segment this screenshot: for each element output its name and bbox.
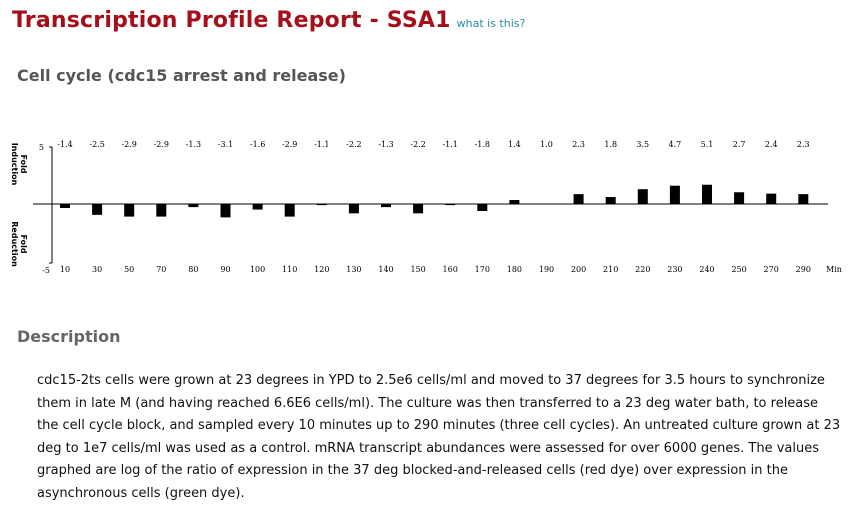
value-label: 2.7	[733, 140, 746, 149]
value-label: 5.1	[701, 140, 714, 149]
bar	[766, 193, 777, 204]
bar	[156, 204, 167, 217]
fold-induction-label: Fold Induction	[10, 143, 28, 186]
bar	[669, 185, 680, 204]
x-tick-label: 230	[667, 265, 682, 274]
y-axis-top-label: 5	[39, 143, 44, 152]
fold-induction-label-line2: Induction	[10, 143, 19, 186]
what-is-this-link[interactable]: what is this?	[456, 17, 526, 30]
x-tick-label: 70	[156, 265, 166, 274]
fold-reduction-label: Fold Reduction	[10, 221, 28, 267]
x-tick-label: 90	[220, 265, 230, 274]
bar	[573, 194, 584, 204]
bar	[348, 204, 359, 214]
bar	[637, 189, 648, 204]
x-tick-label: 150	[410, 265, 425, 274]
x-tick-label: 10	[60, 265, 70, 274]
y-axis: 5 -5	[39, 143, 53, 275]
bar	[124, 204, 135, 217]
x-tick-label: 140	[378, 265, 393, 274]
bar	[477, 204, 488, 211]
value-label: -1.1	[314, 140, 329, 149]
x-tick-label: 160	[443, 265, 458, 274]
value-label: -2.9	[121, 140, 136, 149]
bar	[381, 204, 391, 208]
x-tick-label: 120	[314, 265, 329, 274]
value-label: 3.5	[636, 140, 649, 149]
bar	[445, 204, 456, 206]
chart-marks: -1.4 10 -2.5 30 -2.9 50 -2.9 70 -1.3 80 -3.1 90 -1.6…	[57, 140, 811, 274]
report-title-text: Transcription Profile Report - SSA1	[12, 8, 451, 33]
x-tick-label: 250	[731, 265, 746, 274]
x-tick-label: 80	[188, 265, 198, 274]
value-label: -1.3	[378, 140, 393, 149]
y-axis-bottom-label: -5	[42, 266, 50, 275]
x-tick-label: 290	[796, 265, 811, 274]
value-label: -1.8	[475, 140, 490, 149]
value-label: -1.4	[57, 140, 72, 149]
bar	[413, 204, 424, 214]
description-heading: Description	[17, 327, 121, 346]
x-tick-label: 220	[635, 265, 650, 274]
x-tick-label: 190	[539, 265, 554, 274]
value-label: 1.8	[604, 140, 617, 149]
section-title: Cell cycle (cdc15 arrest and release)	[17, 66, 346, 85]
value-label: 1.0	[540, 140, 553, 149]
bar	[284, 204, 295, 217]
value-label: -1.1	[442, 140, 457, 149]
bar	[252, 204, 263, 210]
x-tick-label: 240	[699, 265, 714, 274]
value-label: -1.6	[250, 140, 265, 149]
x-tick-label: 30	[92, 265, 102, 274]
value-label: 1.4	[508, 140, 521, 149]
bar	[734, 192, 745, 204]
bar	[188, 204, 199, 208]
fold-reduction-label-line2: Reduction	[10, 221, 19, 267]
report-title: Transcription Profile Report - SSA1 what …	[12, 8, 525, 33]
value-label: -1.3	[186, 140, 201, 149]
bar	[92, 204, 103, 215]
value-label: 4.7	[669, 140, 682, 149]
value-label: 2.3	[797, 140, 810, 149]
value-label: -3.1	[218, 140, 233, 149]
bar	[798, 194, 809, 204]
x-tick-label: 210	[603, 265, 618, 274]
bar	[60, 204, 70, 208]
x-tick-label: 110	[282, 265, 297, 274]
x-tick-label: 180	[507, 265, 522, 274]
fold-change-bar-chart: 5 -5 Fold Induction Fold Reduction Min -…	[10, 140, 842, 275]
bar	[220, 204, 231, 218]
value-label: -2.9	[282, 140, 297, 149]
bar	[605, 197, 616, 204]
x-tick-label: 130	[346, 265, 361, 274]
description-text: cdc15-2ts cells were grown at 23 degrees…	[37, 373, 841, 501]
x-tick-label: 100	[250, 265, 265, 274]
value-label: -2.5	[89, 140, 104, 149]
x-tick-label: 50	[124, 265, 134, 274]
bar	[702, 184, 712, 204]
value-label: -2.2	[346, 140, 361, 149]
value-label: 2.3	[572, 140, 585, 149]
x-unit-label: Min	[826, 265, 842, 274]
x-tick-label: 270	[764, 265, 779, 274]
fold-induction-label-line1: Fold	[19, 154, 28, 173]
fold-reduction-label-line1: Fold	[19, 234, 28, 253]
value-label: 2.4	[765, 140, 778, 149]
value-label: -2.9	[154, 140, 169, 149]
bar	[509, 200, 520, 204]
x-tick-label: 200	[571, 265, 586, 274]
bar	[316, 204, 327, 206]
x-tick-label: 170	[475, 265, 490, 274]
value-label: -2.2	[410, 140, 425, 149]
